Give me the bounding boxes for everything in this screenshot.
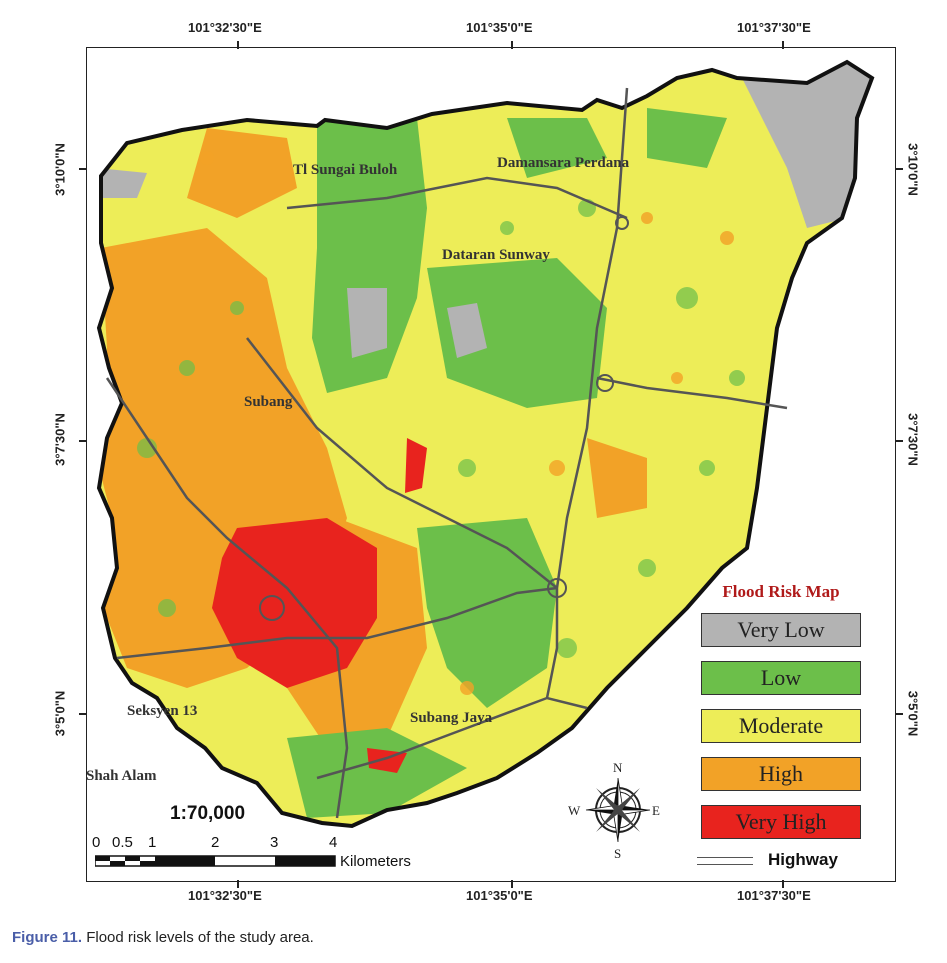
legend-moderate: Moderate	[701, 709, 861, 743]
figure-number: Figure 11.	[12, 929, 83, 946]
scale-bar	[95, 855, 336, 867]
risk-very-low-area	[347, 288, 387, 358]
tick-mark	[895, 713, 903, 715]
lat-label-left-3: 3°5'0"N	[52, 690, 68, 737]
lon-label-bottom-3: 101°37'30"E	[737, 888, 811, 903]
tick-mark	[237, 41, 239, 49]
compass-south-label: S	[614, 846, 622, 861]
map-frame	[86, 47, 896, 882]
flood-risk-map	[96, 59, 875, 829]
risk-very-low-area	[737, 62, 872, 228]
tick-mark	[511, 880, 513, 888]
legend-title: Flood Risk Map	[722, 582, 840, 601]
tick-mark	[79, 168, 87, 170]
risk-low-area	[647, 108, 727, 168]
tick-mark	[79, 713, 87, 715]
tick-mark	[895, 168, 903, 170]
risk-low-area	[312, 118, 427, 393]
lat-label-right-1: 3°10'0"N	[905, 143, 921, 196]
risk-texture	[200, 151, 734, 695]
lat-label-right-3: 3°5'0"N	[905, 690, 921, 737]
lat-label-left-1: 3°10'0"N	[52, 143, 68, 196]
place-label: Damansara Perdana	[497, 155, 630, 171]
risk-high-area	[187, 128, 297, 218]
risk-very-low-area	[447, 303, 487, 358]
place-label: Subang Jaya	[410, 710, 493, 726]
place-label: Tl Sungai Buloh	[293, 162, 398, 178]
scale-tick-label: 2	[211, 834, 220, 851]
legend-highway: Highway	[768, 850, 838, 869]
lon-label-bottom-1: 101°32'30"E	[188, 888, 262, 903]
lon-label-top-3: 101°37'30"E	[737, 20, 811, 35]
north-arrow-compass-icon	[585, 777, 651, 843]
scale-tick-label: 3	[270, 834, 279, 851]
lat-label-left-2: 3°7'30"N	[52, 413, 68, 466]
scale-unit: Kilometers	[340, 853, 411, 870]
highway-interchange	[259, 216, 629, 621]
study-area-boundary	[96, 59, 875, 829]
compass-north-label: N	[613, 760, 623, 775]
risk-low-area	[287, 728, 467, 818]
lon-label-top-1: 101°32'30"E	[188, 20, 262, 35]
risk-very-high-area	[405, 438, 427, 493]
tick-mark	[237, 880, 239, 888]
scale-ratio: 1:70,000	[170, 803, 246, 824]
place-label: Dataran Sunway	[442, 247, 550, 263]
tick-mark	[79, 440, 87, 442]
place-label: Subang	[244, 394, 293, 410]
legend-high: High	[701, 757, 861, 791]
risk-texture	[137, 199, 745, 658]
legend-low: Low	[701, 661, 861, 695]
risk-high-area	[587, 438, 647, 518]
highway-symbol	[697, 857, 753, 865]
lon-label-top-2: 101°35'0"E	[466, 20, 533, 35]
tick-mark	[782, 880, 784, 888]
scale-tick-label: 0.5	[112, 834, 133, 851]
lat-label-right-2: 3°7'30"N	[905, 413, 921, 466]
tick-mark	[895, 440, 903, 442]
risk-low-area	[427, 258, 607, 408]
scale-tick-label: 0	[92, 834, 101, 851]
scale-tick-label: 1	[148, 834, 157, 851]
tick-mark	[782, 41, 784, 49]
legend-very-high: Very High	[701, 805, 861, 839]
risk-low-area	[417, 518, 557, 708]
caption-text: Flood risk levels of the study area.	[82, 929, 314, 946]
tick-mark	[511, 41, 513, 49]
legend-very-low: Very Low	[701, 613, 861, 647]
place-label: Shah Alam	[86, 768, 157, 784]
figure-caption: Figure 11. Flood risk levels of the stud…	[12, 929, 314, 946]
lon-label-bottom-2: 101°35'0"E	[466, 888, 533, 903]
risk-very-low-area	[99, 168, 147, 198]
risk-low-area	[507, 118, 607, 178]
compass-west-label: W	[568, 803, 581, 818]
scale-tick-label: 4	[329, 834, 338, 851]
highway-network	[105, 87, 788, 819]
place-label: Seksyen 13	[127, 703, 198, 719]
compass-east-label: E	[652, 803, 660, 818]
